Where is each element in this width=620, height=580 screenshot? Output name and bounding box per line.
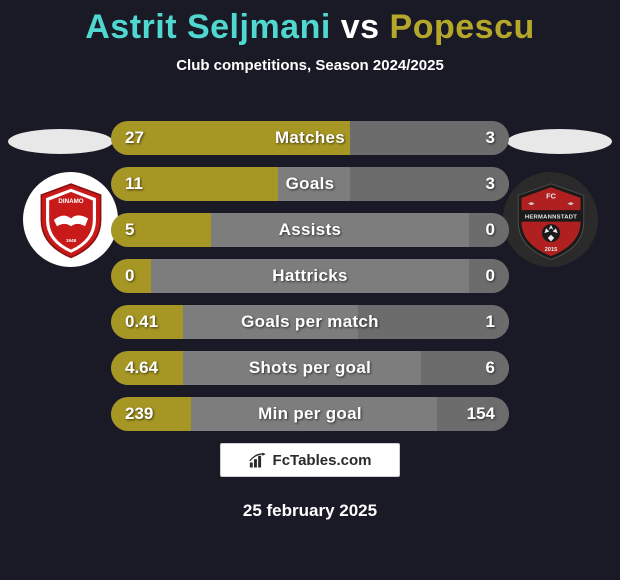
stat-label: Shots per goal <box>111 358 509 378</box>
branding-badge: FcTables.com <box>220 443 400 477</box>
stat-bars-container: 273Matches 113Goals 50Assists 00Hattricks 0.… <box>111 121 509 443</box>
page-title: Astrit Seljmani vs Popescu <box>0 0 620 47</box>
svg-text:1948: 1948 <box>65 237 76 242</box>
stat-label: Assists <box>111 220 509 240</box>
stat-row: 273Matches <box>111 121 509 155</box>
fctables-logo-icon <box>249 451 269 469</box>
stat-row: 239154Min per goal <box>111 397 509 431</box>
stat-label: Matches <box>111 128 509 148</box>
svg-text:FC: FC <box>546 191 557 200</box>
stat-row: 00Hattricks <box>111 259 509 293</box>
stat-row: 113Goals <box>111 167 509 201</box>
subtitle: Club competitions, Season 2024/2025 <box>0 57 620 74</box>
stat-label: Hattricks <box>111 266 509 286</box>
svg-text:DINAMO: DINAMO <box>58 197 83 204</box>
stat-row: 50Assists <box>111 213 509 247</box>
date-text: 25 february 2025 <box>0 501 620 521</box>
player2-name: Popescu <box>390 8 535 46</box>
club-crest-left: DINAMO 1948 <box>23 172 118 267</box>
player1-name: Astrit Seljmani <box>85 8 331 46</box>
vs-text: vs <box>341 8 380 46</box>
stat-row: 0.411Goals per match <box>111 305 509 339</box>
svg-text:2015: 2015 <box>544 247 558 253</box>
shadow-ellipse-right <box>507 129 612 154</box>
branding-text: FcTables.com <box>273 452 372 469</box>
stat-row: 4.646Shots per goal <box>111 351 509 385</box>
shadow-ellipse-left <box>8 129 113 154</box>
hermannstadt-crest-icon: FC HERMANNSTADT 2015 <box>510 179 592 261</box>
club-crest-right: FC HERMANNSTADT 2015 <box>503 172 598 267</box>
stat-label: Goals per match <box>111 312 509 332</box>
stat-label: Min per goal <box>111 404 509 424</box>
svg-text:HERMANNSTADT: HERMANNSTADT <box>524 214 576 220</box>
dinamo-crest-icon: DINAMO 1948 <box>32 181 110 259</box>
stat-label: Goals <box>111 174 509 194</box>
